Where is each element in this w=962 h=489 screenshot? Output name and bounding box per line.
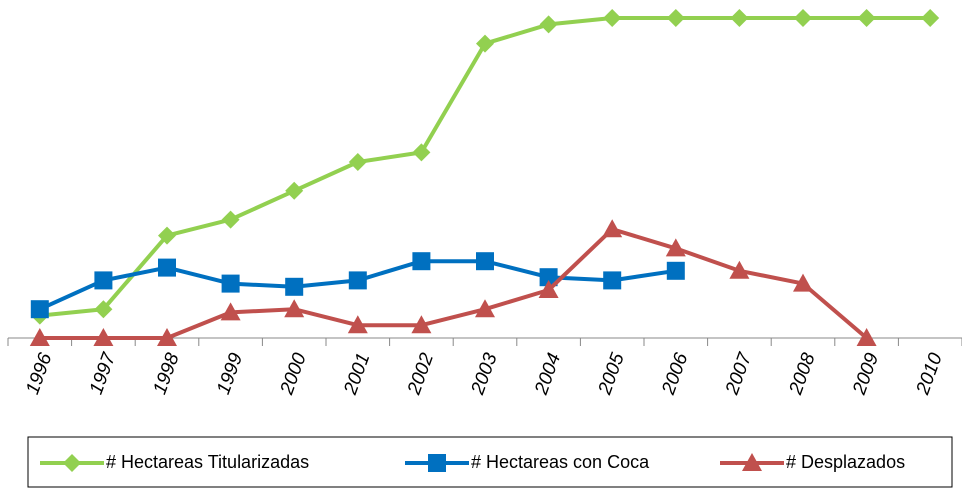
marker <box>602 219 623 238</box>
marker <box>30 300 49 319</box>
x-tick-label: 2003 <box>467 350 502 398</box>
marker <box>348 271 367 290</box>
marker <box>412 143 431 162</box>
marker <box>476 34 494 53</box>
marker <box>285 181 304 200</box>
legend-label: # Hectareas Titularizadas <box>106 452 309 472</box>
legend-label: # Hectareas con Coca <box>471 452 650 472</box>
legend-label: # Desplazados <box>786 452 905 472</box>
x-tick-label: 1998 <box>149 350 183 397</box>
legend-box <box>27 436 953 488</box>
marker <box>94 271 113 290</box>
x-tick-label: 2006 <box>658 350 693 398</box>
marker <box>539 268 558 287</box>
marker <box>603 9 622 27</box>
marker <box>856 328 877 346</box>
marker <box>285 277 304 296</box>
marker <box>411 315 432 334</box>
x-tick-label: 1997 <box>86 349 121 397</box>
marker <box>157 328 177 346</box>
marker <box>221 274 240 293</box>
marker <box>94 300 113 319</box>
marker <box>284 299 305 318</box>
x-tick-label: 2007 <box>722 349 757 398</box>
marker <box>666 9 685 27</box>
marker <box>742 453 762 471</box>
x-tick-label: 2000 <box>276 350 311 398</box>
marker <box>539 15 558 34</box>
marker <box>348 153 367 171</box>
marker <box>857 9 876 27</box>
marker <box>793 273 813 292</box>
marker <box>665 238 686 257</box>
marker <box>730 9 749 27</box>
marker <box>428 454 446 472</box>
marker <box>476 252 494 271</box>
marker <box>729 260 750 279</box>
marker <box>29 328 50 346</box>
marker <box>347 315 368 334</box>
x-tick-label: 2002 <box>404 350 439 398</box>
marker <box>220 302 241 321</box>
marker <box>158 258 176 277</box>
x-tick-label: 2009 <box>849 350 884 398</box>
x-tick-label: 1999 <box>213 350 247 397</box>
x-tick-label: 2005 <box>594 350 629 398</box>
marker <box>412 252 431 271</box>
marker <box>794 9 812 27</box>
marker <box>603 271 622 290</box>
marker <box>921 9 940 27</box>
x-tick-label: 2008 <box>785 350 820 398</box>
x-tick-label: 2010 <box>912 350 947 398</box>
x-tick-label: 1996 <box>22 350 56 397</box>
marker <box>93 328 114 346</box>
series-line <box>39 227 868 340</box>
legend: # Hectareas Titularizadas # Hectareas con… <box>40 452 905 472</box>
marker <box>63 454 81 472</box>
marker <box>538 280 559 298</box>
x-tick-label: 2001 <box>340 350 375 398</box>
marker <box>475 299 495 318</box>
marker <box>221 210 240 229</box>
x-tick-label: 2004 <box>531 350 566 398</box>
marker <box>158 226 176 245</box>
marker <box>666 261 685 280</box>
